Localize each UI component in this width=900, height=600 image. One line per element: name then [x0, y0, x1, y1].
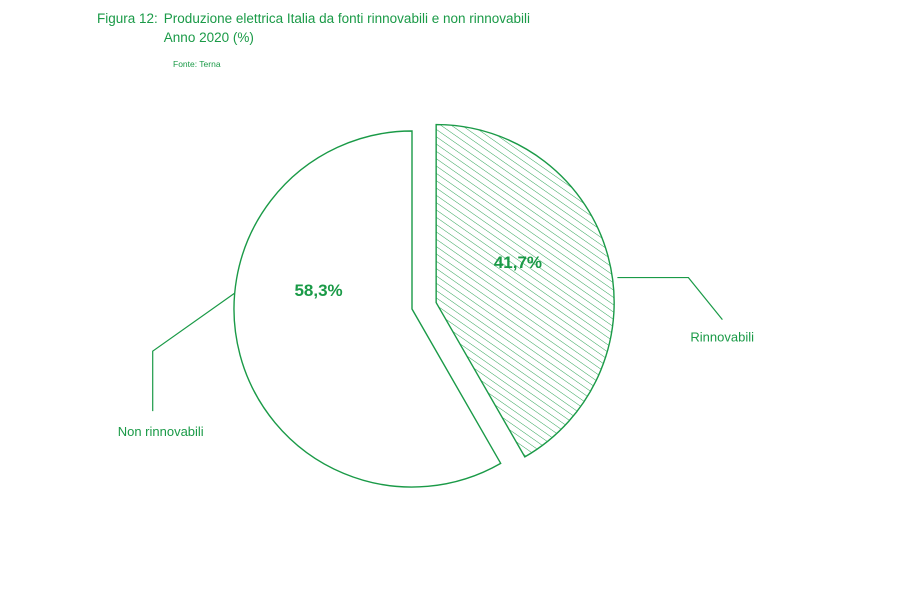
title-row: Figura 12: Produzione elettrica Italia d…	[97, 9, 530, 47]
category-label-rinnovabili: Rinnovabili	[690, 330, 754, 345]
chart-source: Fonte: Terna	[173, 59, 221, 69]
chart-header: Figura 12: Produzione elettrica Italia d…	[97, 9, 530, 74]
figure-title-block: Produzione elettrica Italia da fonti rin…	[164, 9, 530, 47]
data-label-rinnovabili: 41,7%	[494, 253, 542, 272]
category-label-non-rinnovabili: Non rinnovabili	[118, 424, 204, 439]
data-label-non-rinnovabili: 58,3%	[294, 281, 342, 300]
chart-subtitle: Anno 2020 (%)	[163, 30, 254, 45]
figure-label: Figura 12:	[97, 11, 158, 26]
pie-slice-non-rinnovabili	[233, 130, 502, 488]
leader-line-non-rinnovabili	[152, 292, 236, 412]
pie-slice-rinnovabili	[435, 123, 615, 458]
chart-title: Produzione elettrica Italia da fonti rin…	[163, 11, 531, 26]
leader-line-rinnovabili	[617, 276, 723, 320]
